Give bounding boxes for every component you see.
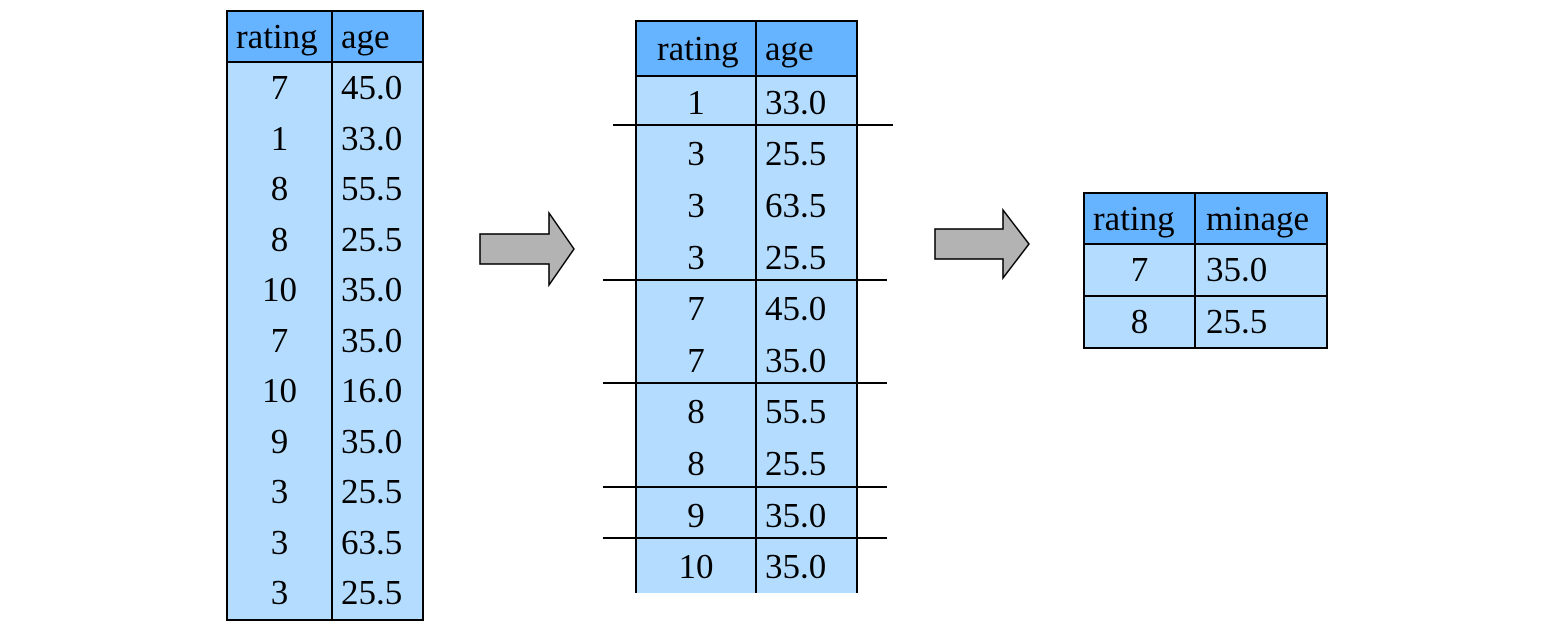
- age-cell: 55.5: [755, 386, 858, 439]
- grouped-table: rating age 1 33.0 3 25.5 3 63.5 3 25.5 7 45.0…: [635, 20, 858, 593]
- age-cell: 25.5: [755, 231, 858, 284]
- age-cell: 35.0: [331, 315, 424, 366]
- age-cell: 35.0: [755, 541, 858, 593]
- rating-cell: 7: [635, 334, 757, 387]
- rating-cell: 9: [226, 416, 333, 467]
- age-cell: 35.0: [331, 265, 424, 316]
- age-cell: 25.5: [755, 128, 858, 181]
- table-row: 10 35.0: [635, 541, 858, 593]
- age-cell: 33.0: [755, 76, 858, 129]
- rating-cell: 10: [226, 265, 333, 316]
- table-row: 8 25.5: [1083, 296, 1328, 349]
- rating-cell: 3: [635, 180, 757, 232]
- rating-cell: 3: [226, 517, 333, 568]
- table-row: 8 25.5: [635, 438, 858, 490]
- rating-cell: 8: [635, 386, 757, 439]
- age-cell: 33.0: [331, 113, 424, 164]
- age-cell: 45.0: [755, 283, 858, 335]
- age-cell: 25.5: [331, 467, 424, 518]
- rating-cell: 7: [635, 283, 757, 335]
- rating-cell: 3: [226, 467, 333, 518]
- table-row: 7 45.0: [226, 62, 424, 114]
- group-divider: [603, 486, 887, 488]
- group-divider: [603, 537, 887, 539]
- table-row: 7 35.0: [226, 315, 424, 366]
- minage-cell: 25.5: [1194, 296, 1328, 349]
- age-cell: 35.0: [755, 489, 858, 542]
- age-cell: 35.0: [755, 334, 858, 387]
- column-header-rating: rating: [226, 10, 333, 63]
- rating-cell: 7: [1083, 244, 1196, 297]
- table-row: 3 25.5: [635, 128, 858, 181]
- table-row: 8 55.5: [635, 386, 858, 439]
- rating-cell: 8: [226, 214, 333, 265]
- table-row: 8 55.5: [226, 164, 424, 215]
- table-header-row: rating age: [226, 10, 424, 63]
- group-divider: [603, 279, 887, 281]
- rating-cell: 7: [226, 315, 333, 366]
- age-cell: 25.5: [331, 214, 424, 265]
- column-header-age: age: [331, 10, 424, 63]
- age-cell: 63.5: [331, 517, 424, 568]
- right-arrow-icon: [934, 208, 1030, 280]
- age-cell: 25.5: [331, 568, 424, 621]
- table-row: 7 45.0: [635, 283, 858, 335]
- age-cell: 35.0: [331, 416, 424, 467]
- rating-cell: 1: [635, 76, 757, 129]
- table-row: 8 25.5: [226, 214, 424, 265]
- age-cell: 16.0: [331, 366, 424, 417]
- table-row: 9 35.0: [635, 489, 858, 542]
- column-header-rating: rating: [1083, 192, 1196, 245]
- right-arrow-icon: [479, 210, 575, 288]
- rating-cell: 8: [1083, 296, 1196, 349]
- column-header-rating: rating: [635, 20, 757, 77]
- rating-cell: 3: [635, 231, 757, 284]
- table-row: 3 25.5: [226, 467, 424, 518]
- table-row: 3 63.5: [226, 517, 424, 568]
- rating-cell: 8: [635, 438, 757, 490]
- table-row: 9 35.0: [226, 416, 424, 467]
- table-header-row: rating minage: [1083, 192, 1328, 245]
- table-row: 1 33.0: [226, 113, 424, 164]
- source-table: rating age 7 45.0 1 33.0 8 55.5 8 25.5 10 35.…: [226, 10, 424, 621]
- age-cell: 45.0: [331, 62, 424, 114]
- column-header-minage: minage: [1194, 192, 1328, 245]
- minage-cell: 35.0: [1194, 244, 1328, 297]
- table-row: 10 35.0: [226, 265, 424, 316]
- table-row: 1 33.0: [635, 76, 858, 129]
- table-row: 3 63.5: [635, 180, 858, 232]
- table-row: 7 35.0: [1083, 244, 1328, 297]
- rating-cell: 7: [226, 62, 333, 114]
- age-cell: 55.5: [331, 164, 424, 215]
- rating-cell: 9: [635, 489, 757, 542]
- table-row: 3 25.5: [226, 568, 424, 621]
- age-cell: 63.5: [755, 180, 858, 232]
- column-header-age: age: [755, 20, 858, 77]
- age-cell: 25.5: [755, 438, 858, 490]
- table-row: 7 35.0: [635, 334, 858, 387]
- table-header-row: rating age: [635, 20, 858, 77]
- rating-cell: 10: [635, 541, 757, 593]
- table-row: 3 25.5: [635, 231, 858, 284]
- rating-cell: 1: [226, 113, 333, 164]
- group-divider: [603, 382, 887, 384]
- rating-cell: 3: [635, 128, 757, 181]
- table-row: 10 16.0: [226, 366, 424, 417]
- group-divider: [613, 124, 893, 126]
- result-table: rating minage 7 35.0 8 25.5: [1083, 192, 1328, 349]
- rating-cell: 10: [226, 366, 333, 417]
- rating-cell: 8: [226, 164, 333, 215]
- rating-cell: 3: [226, 568, 333, 621]
